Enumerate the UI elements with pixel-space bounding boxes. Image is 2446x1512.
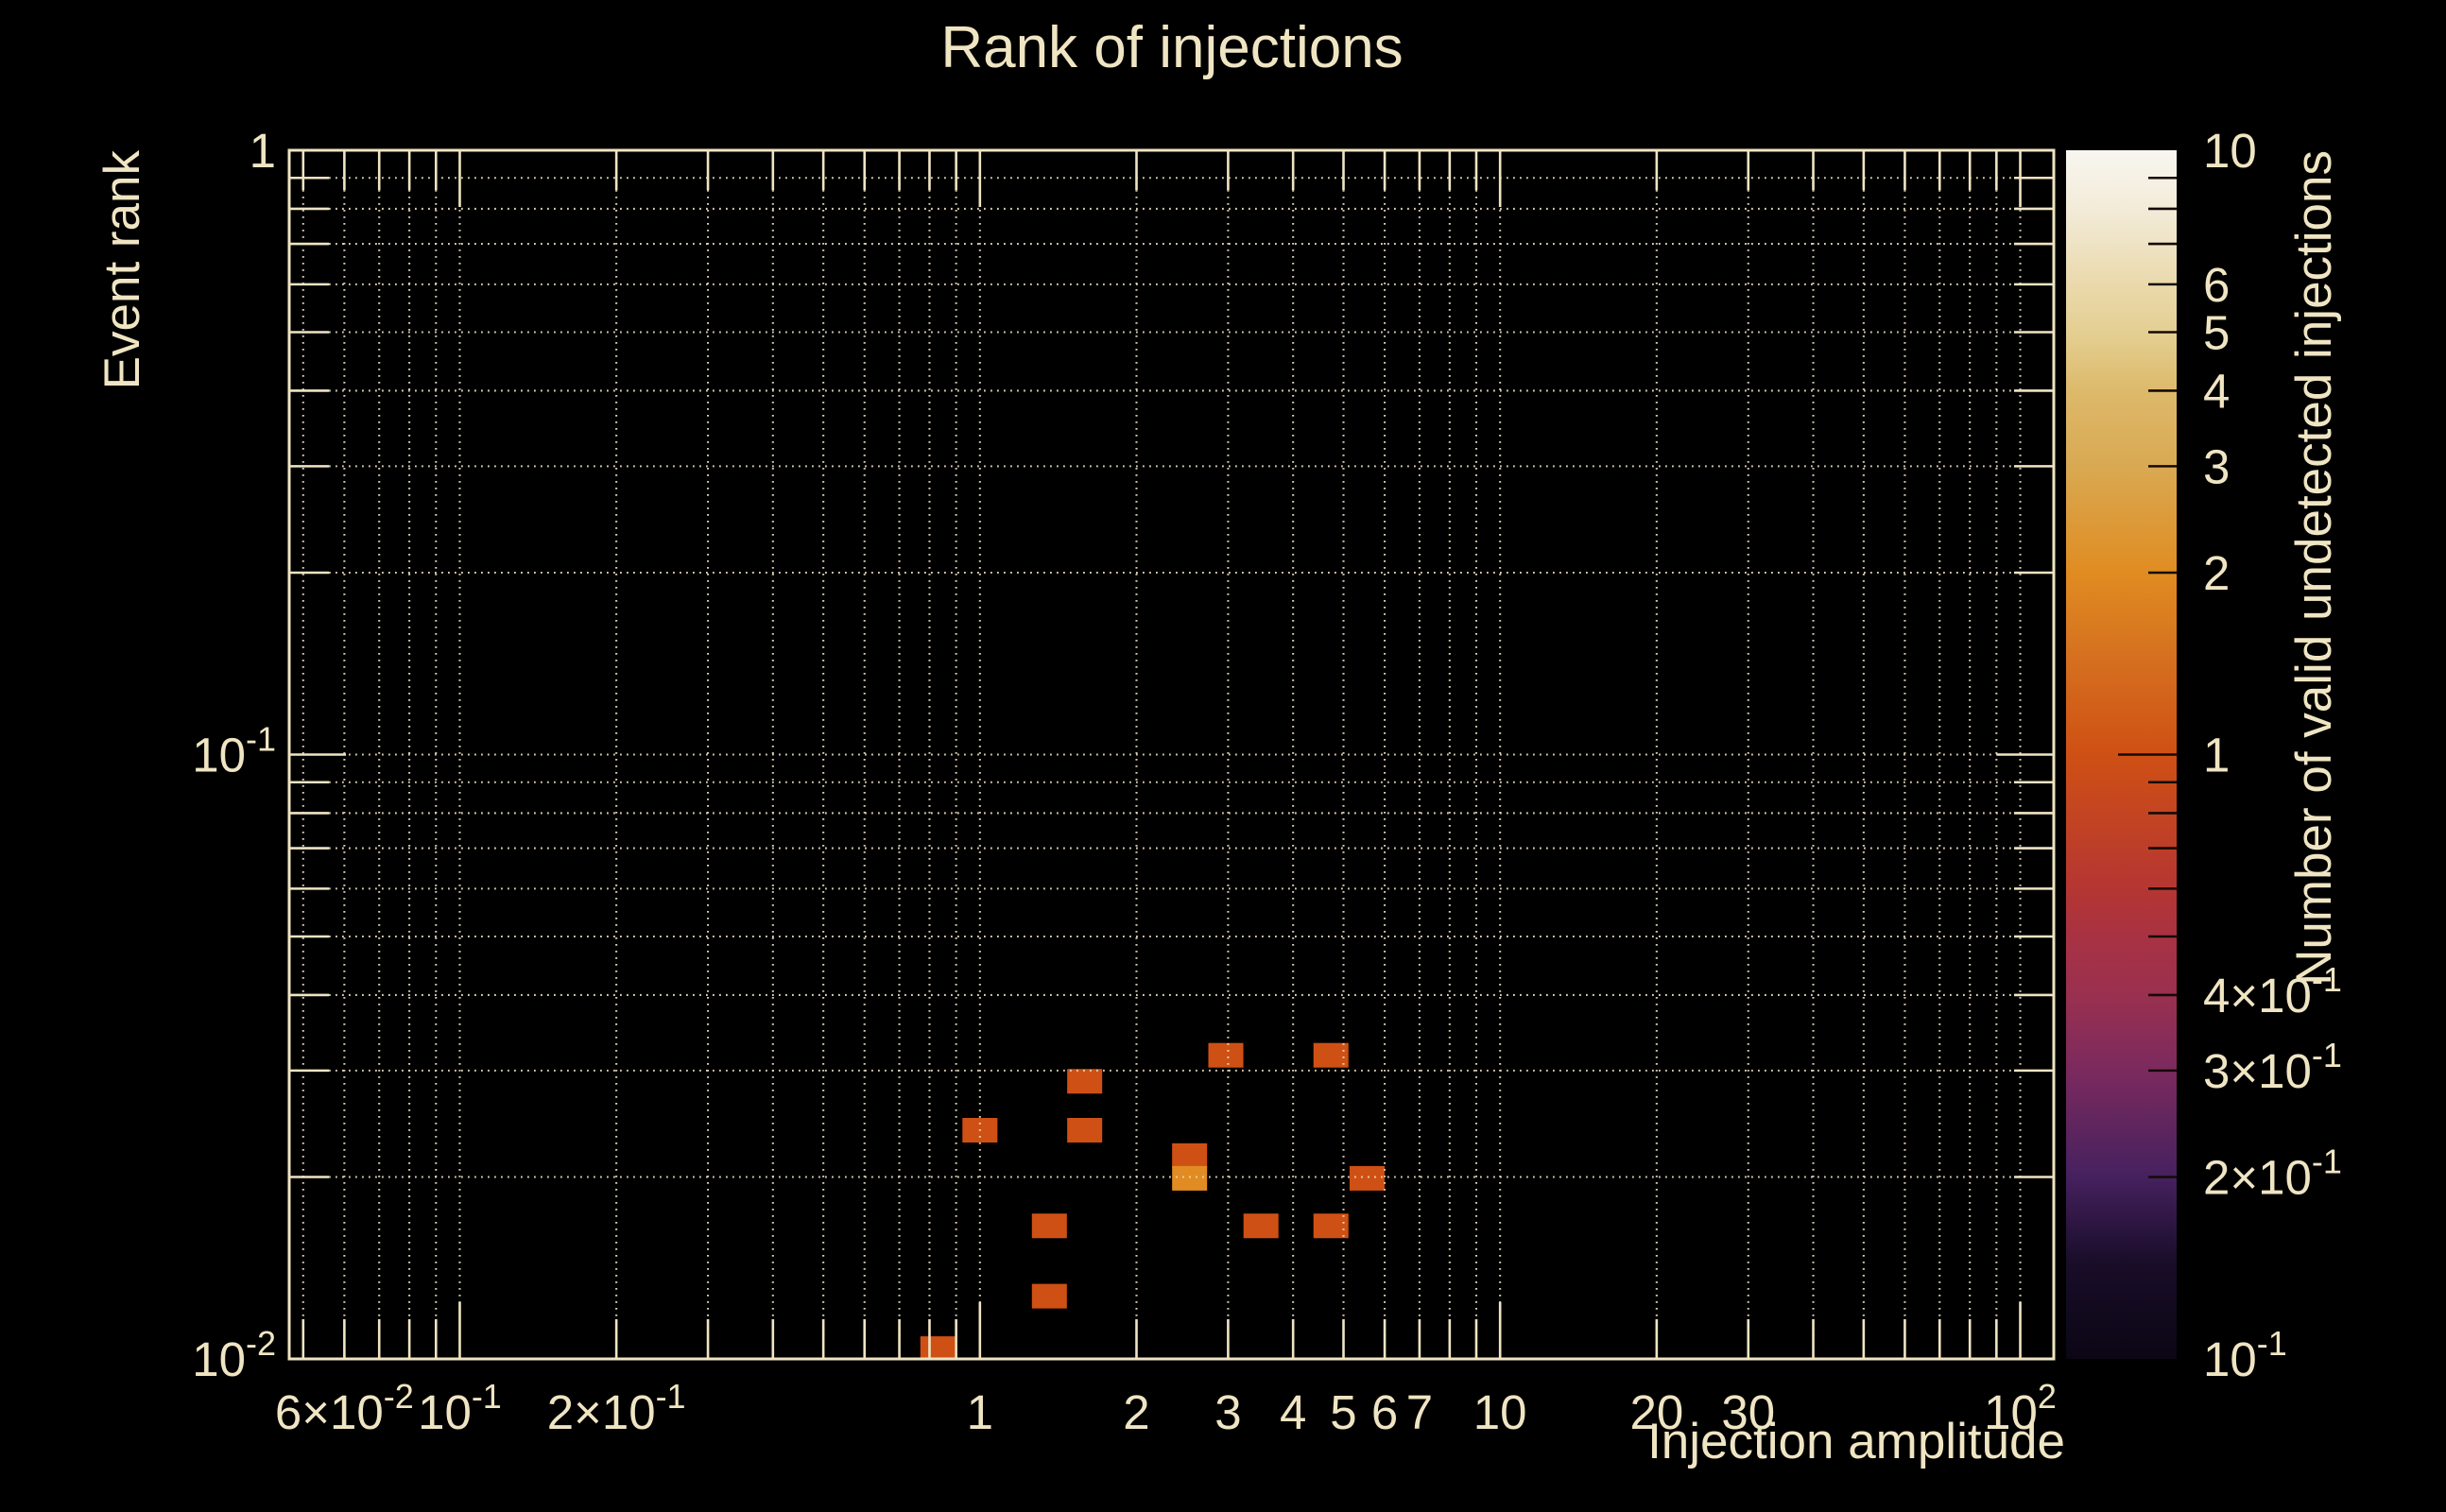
x-tick-label: 20	[1629, 1385, 1683, 1439]
heatmap-cell	[1208, 1042, 1244, 1068]
heatmap-cell	[1172, 1165, 1208, 1191]
heatmap-cell	[1067, 1118, 1103, 1143]
chart-title: Rank of injections	[940, 15, 1403, 80]
colorbar-tick-label: 10	[2203, 124, 2257, 178]
x-tick-label: 5	[1330, 1385, 1356, 1439]
y-axis-label: Event rank	[95, 150, 150, 390]
heatmap-cell	[1067, 1069, 1103, 1094]
x-tick-label: 10	[1473, 1385, 1527, 1439]
x-tick-label: 7	[1406, 1385, 1433, 1439]
heatmap-cell	[1031, 1213, 1067, 1239]
colorbar-label: Number of valid undetected injections	[2286, 150, 2342, 986]
colorbar-tick-label: 4×10-1	[2203, 960, 2342, 1022]
heatmap-cell	[1031, 1283, 1067, 1309]
x-tick-label: 2	[1123, 1385, 1149, 1439]
colorbar-tick-label: 3	[2203, 439, 2230, 493]
heatmap-cell	[1243, 1213, 1279, 1239]
x-tick-label: 6×10-2	[275, 1377, 414, 1439]
x-axis-label: Injection amplitude	[1647, 1414, 2065, 1469]
colorbar-tick-label: 4	[2203, 364, 2230, 418]
colorbar-tick-label: 5	[2203, 306, 2230, 360]
tick-marks-layer	[289, 150, 2054, 1359]
tick-labels-layer: 6×10-2 10-1 2×10-1 1 2 3 4 5 6 7 10 20 30 102110-110-…	[192, 124, 2057, 1439]
x-tick-label: 2×10-1	[547, 1377, 686, 1439]
colorbar-tick-label: 1	[2203, 729, 2230, 782]
heatmap-cells-layer	[920, 1042, 1385, 1359]
y-tick-label: 10-2	[192, 1324, 276, 1386]
x-tick-label: 30	[1721, 1385, 1775, 1439]
x-tick-label: 1	[967, 1385, 993, 1439]
colorbar-tick-label: 3×10-1	[2203, 1036, 2342, 1098]
colorbar: 10 654 3 2 1 4×10-1 3×10-1 2×10-1 10-1	[2066, 124, 2342, 1386]
x-tick-label: 102	[1984, 1377, 2057, 1439]
heatmap-cell	[1349, 1165, 1385, 1191]
grid-layer	[289, 150, 2054, 1359]
colorbar-tick-label: 2×10-1	[2203, 1142, 2342, 1204]
colorbar-tick-label: 10-1	[2203, 1324, 2287, 1386]
x-tick-label: 3	[1214, 1385, 1241, 1439]
plot-frame	[287, 148, 2056, 1361]
heatmap-cell	[1313, 1213, 1349, 1239]
heatmap-cell	[1172, 1143, 1208, 1168]
x-tick-label: 4	[1280, 1385, 1306, 1439]
colorbar-tick-label: 2	[2203, 546, 2230, 600]
heatmap-cell	[920, 1336, 956, 1359]
x-tick-label: 10-1	[418, 1377, 502, 1439]
colorbar-tick-label: 6	[2203, 258, 2230, 312]
x-tick-label: 6	[1371, 1385, 1398, 1439]
y-tick-label: 1	[250, 124, 276, 178]
y-tick-label: 10-1	[192, 720, 276, 782]
